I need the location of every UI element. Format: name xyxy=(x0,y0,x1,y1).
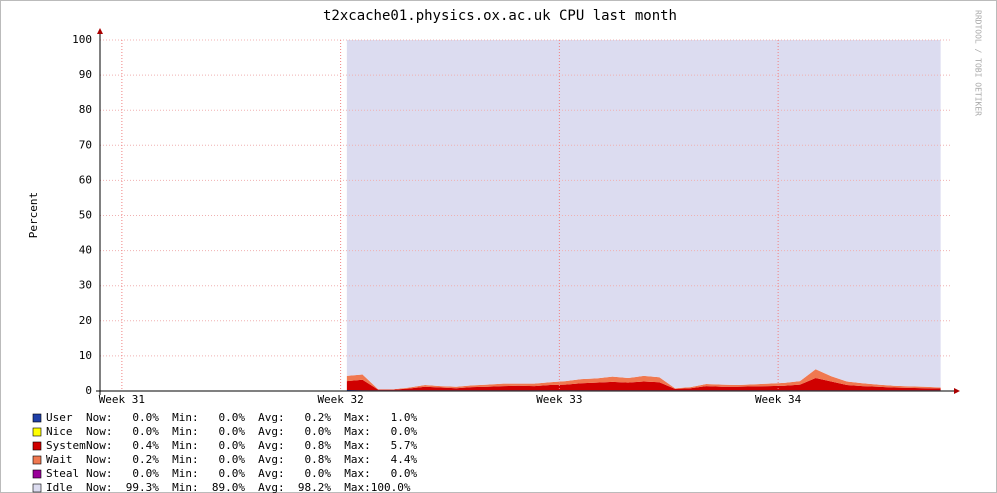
legend-stats: Now: 0.0% Min: 0.0% Avg: 0.0% Max: 0.0% xyxy=(86,425,418,438)
area-wait xyxy=(346,369,941,390)
y-axis-label: Percent xyxy=(27,192,40,238)
y-axis-arrow xyxy=(97,28,103,34)
legend-swatch xyxy=(32,469,42,479)
legend-label: Wait xyxy=(46,453,73,466)
legend-label: System xyxy=(46,439,86,452)
y-tick-label: 10 xyxy=(79,349,92,362)
chart-title: t2xcache01.physics.ox.ac.uk CPU last mon… xyxy=(323,8,677,24)
x-axis-arrow xyxy=(954,388,960,394)
legend-swatch xyxy=(32,427,42,437)
legend-stats: Now: 0.2% Min: 0.0% Avg: 0.8% Max: 4.4% xyxy=(86,453,418,466)
legend-swatch xyxy=(32,413,42,423)
legend-swatch xyxy=(32,483,42,493)
x-tick-label: Week 34 xyxy=(755,393,802,406)
y-tick-label: 70 xyxy=(79,138,92,151)
x-tick-label: Week 33 xyxy=(536,393,582,406)
legend-swatch xyxy=(32,441,42,451)
legend-label: Idle xyxy=(46,481,73,493)
legend-swatch xyxy=(32,455,42,465)
y-tick-label: 50 xyxy=(79,209,92,222)
legend-label: Nice xyxy=(46,425,73,438)
y-tick-label: 90 xyxy=(79,68,92,81)
legend-stats: Now: 0.0% Min: 0.0% Avg: 0.2% Max: 1.0% xyxy=(86,411,418,424)
legend-label: User xyxy=(46,411,73,424)
y-tick-label: 20 xyxy=(79,314,92,327)
legend-label: Steal xyxy=(46,467,79,480)
x-tick-label: Week 32 xyxy=(317,393,363,406)
area-idle xyxy=(346,40,941,390)
x-tick-label: Week 31 xyxy=(99,393,145,406)
legend-stats: Now: 0.0% Min: 0.0% Avg: 0.0% Max: 0.0% xyxy=(86,467,418,480)
y-tick-label: 60 xyxy=(79,173,92,186)
area-system xyxy=(346,378,941,391)
watermark: RRDTOOL / TOBI OETIKER xyxy=(974,10,983,116)
legend-stats: Now: 99.3% Min: 89.0% Avg: 98.2% Max:100… xyxy=(86,481,411,493)
y-tick-label: 100 xyxy=(72,33,92,46)
y-tick-label: 80 xyxy=(79,103,92,116)
legend-stats: Now: 0.4% Min: 0.0% Avg: 0.8% Max: 5.7% xyxy=(86,439,418,452)
y-tick-label: 30 xyxy=(79,279,92,292)
y-tick-label: 0 xyxy=(85,384,92,397)
y-tick-label: 40 xyxy=(79,244,92,257)
